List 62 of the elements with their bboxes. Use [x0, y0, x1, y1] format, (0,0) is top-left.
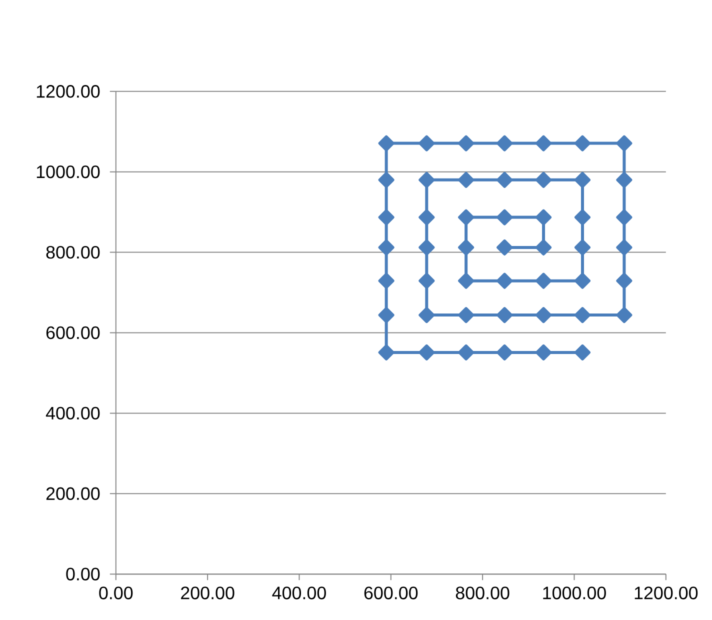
point [458, 172, 474, 188]
point [574, 172, 590, 188]
point [574, 239, 590, 256]
point [458, 239, 474, 256]
point [378, 135, 394, 152]
point [496, 344, 513, 360]
point [418, 172, 435, 188]
point [458, 272, 474, 289]
point [574, 344, 590, 360]
point [418, 344, 435, 360]
point [536, 239, 552, 256]
point [536, 272, 552, 289]
x-tick-label: 600.00 [364, 586, 418, 600]
y-tick-label: 400.00 [46, 406, 100, 420]
point [496, 307, 513, 324]
point [616, 135, 632, 152]
y-tick-label: 600.00 [46, 326, 100, 340]
point [418, 239, 435, 256]
point [496, 272, 513, 289]
point [536, 307, 552, 324]
point [496, 172, 513, 188]
x-tick-label: 1200.00 [634, 586, 698, 600]
point [418, 307, 435, 324]
x-tick-label: 200.00 [181, 586, 234, 600]
y-tick-label: 1000.00 [36, 165, 100, 178]
point [616, 209, 632, 226]
point [418, 135, 435, 152]
point [378, 272, 394, 289]
point [574, 209, 590, 226]
x-tick-label: 400.00 [272, 586, 326, 600]
point [616, 239, 632, 256]
point [378, 307, 394, 324]
point [378, 209, 394, 226]
point [496, 135, 513, 152]
point [378, 172, 394, 188]
point [616, 172, 632, 188]
y-tick-label: 1200.00 [36, 85, 100, 98]
point [458, 209, 474, 226]
y-tick-label: 0.00 [66, 568, 100, 580]
point [536, 135, 552, 152]
point [418, 209, 435, 226]
point [458, 135, 474, 152]
point [378, 344, 394, 360]
point [378, 239, 394, 256]
point [574, 135, 590, 152]
point [616, 307, 632, 324]
y-tick-label: 800.00 [46, 246, 100, 259]
x-tick-label: 800.00 [456, 586, 510, 600]
point [536, 172, 552, 188]
y-tick-label: 200.00 [46, 487, 100, 500]
point [496, 239, 513, 256]
point [458, 344, 474, 360]
point [418, 272, 435, 289]
x-tick-label: 1000.00 [543, 586, 606, 600]
point [574, 272, 590, 289]
x-tick-label: 0.00 [99, 586, 133, 600]
point [458, 307, 474, 324]
point [536, 209, 552, 226]
point [536, 344, 552, 360]
point [574, 307, 590, 324]
point [616, 272, 632, 289]
point [496, 209, 513, 226]
